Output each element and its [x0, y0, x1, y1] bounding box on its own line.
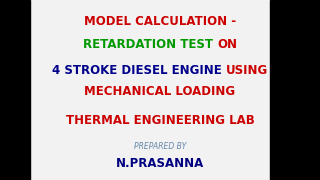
Text: THERMAL ENGINEERING LAB: THERMAL ENGINEERING LAB	[66, 114, 254, 127]
Text: PREPARED BY: PREPARED BY	[134, 142, 186, 151]
Text: USING: USING	[226, 64, 268, 77]
Text: MECHANICAL LOADING: MECHANICAL LOADING	[84, 85, 236, 98]
Text: MODEL CALCULATION -: MODEL CALCULATION -	[84, 15, 236, 28]
Text: N.PRASANNA: N.PRASANNA	[116, 157, 204, 170]
Text: 4 STROKE DIESEL ENGINE: 4 STROKE DIESEL ENGINE	[52, 64, 226, 77]
Text: RETARDATION TEST: RETARDATION TEST	[83, 39, 217, 51]
Text: ON: ON	[217, 39, 237, 51]
